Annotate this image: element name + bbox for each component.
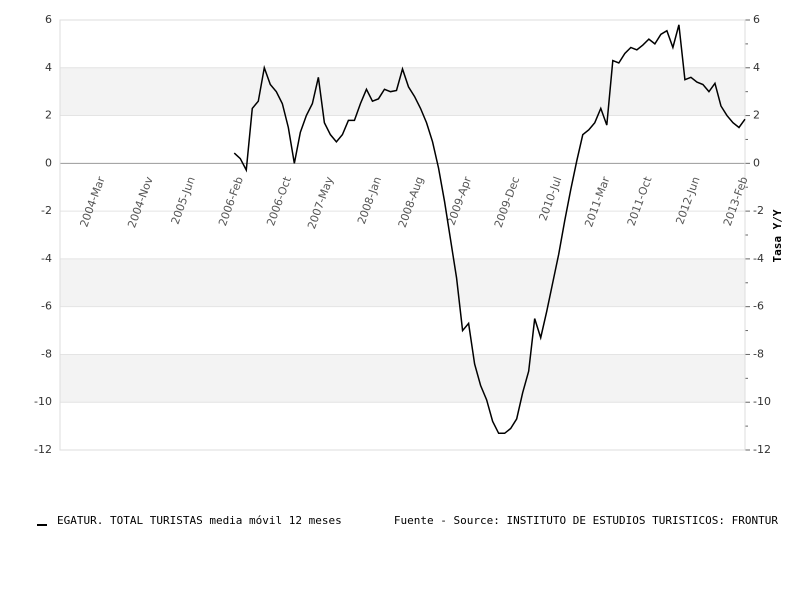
- y2-tick-label: -10: [753, 395, 771, 408]
- y2-tick-label: 2: [753, 109, 760, 122]
- y2-tick-label: 4: [753, 61, 760, 74]
- legend-label: EGATUR. TOTAL TURISTAS media móvil 12 me…: [57, 514, 342, 527]
- shaded-band: [60, 258, 745, 307]
- y2-tick-label: -2: [753, 204, 764, 217]
- y-tick-label: -6: [41, 300, 52, 313]
- y2-tick-label: 0: [753, 156, 760, 169]
- y-tick-label: -8: [41, 347, 52, 360]
- y-tick-label: 4: [45, 61, 52, 74]
- y-tick-label: -10: [34, 395, 52, 408]
- y-tick-label: -12: [34, 443, 52, 456]
- shaded-band: [60, 67, 745, 116]
- y2-axis-label: Tasa Y/Y: [771, 209, 784, 262]
- shaded-band: [60, 354, 745, 403]
- y-tick-label: -2: [41, 204, 52, 217]
- y-tick-label: 0: [45, 156, 52, 169]
- data-line: [233, 24, 746, 435]
- y-tick-label: -4: [41, 252, 52, 265]
- y-tick-label: 6: [45, 13, 52, 26]
- y2-tick-label: 6: [753, 13, 760, 26]
- y2-tick-label: -12: [753, 443, 771, 456]
- source-note: Fuente - Source: INSTITUTO DE ESTUDIOS T…: [394, 514, 778, 527]
- y2-tick-label: -6: [753, 300, 764, 313]
- y-tick-label: 2: [45, 109, 52, 122]
- y2-tick-label: -8: [753, 347, 764, 360]
- y2-tick-label: -4: [753, 252, 764, 265]
- plot-frame: [59, 19, 746, 451]
